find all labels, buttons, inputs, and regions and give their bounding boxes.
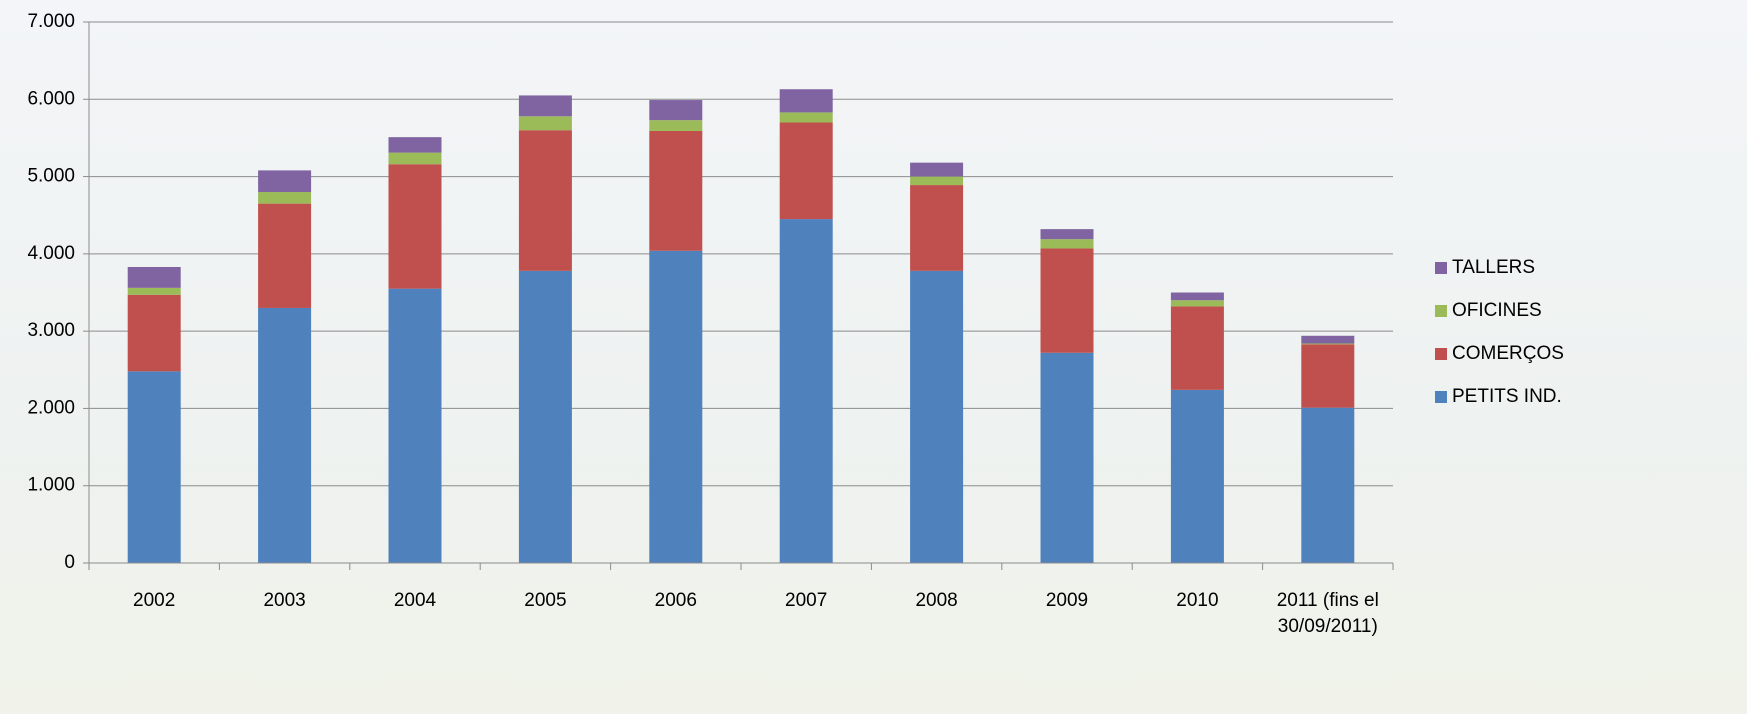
bar-segment xyxy=(649,130,703,251)
y-tick-label: 0 xyxy=(64,552,75,573)
bar-segment xyxy=(388,152,442,165)
bar-segment xyxy=(1040,352,1094,563)
bar-segment xyxy=(518,116,572,131)
bar-segment xyxy=(1301,407,1355,563)
bar-segment xyxy=(127,287,181,295)
bar-segment xyxy=(779,122,833,220)
y-tick-label: 7.000 xyxy=(27,11,75,32)
bar-segment xyxy=(1040,239,1094,249)
x-tick-label: 2009 xyxy=(1045,590,1089,611)
y-tick-label: 4.000 xyxy=(27,243,75,264)
legend-label: PETITS IND. xyxy=(1452,386,1562,407)
bar-segment xyxy=(649,100,703,121)
legend-label: COMERÇOS xyxy=(1452,343,1564,364)
bar-segment xyxy=(649,120,703,131)
bar-segment xyxy=(258,307,312,563)
bar-segment xyxy=(388,288,442,563)
bar-segment xyxy=(127,371,181,563)
bar-segment xyxy=(518,95,572,117)
bar-segment xyxy=(258,170,312,193)
y-tick-label: 2.000 xyxy=(27,397,75,418)
bar-segment xyxy=(910,176,964,186)
bar-segment xyxy=(1170,292,1224,301)
legend-swatch xyxy=(1435,391,1447,403)
bar-segment xyxy=(518,130,572,271)
bar-segment xyxy=(1301,343,1355,345)
bar-segment xyxy=(910,270,964,563)
bar-segment xyxy=(127,294,181,372)
bar-segment xyxy=(779,112,833,123)
bar-segment xyxy=(388,137,442,153)
y-tick-label: 1.000 xyxy=(27,475,75,496)
legend-swatch xyxy=(1435,348,1447,360)
bar-segment xyxy=(1301,335,1355,344)
legend-label: TALLERS xyxy=(1452,257,1535,278)
bar-segment xyxy=(1040,229,1094,240)
x-tick-label: 2010 xyxy=(1176,590,1219,611)
x-tick-label: 2007 xyxy=(785,590,828,611)
legend-label: OFICINES xyxy=(1452,300,1542,321)
x-tick-label: 2004 xyxy=(393,590,437,611)
legend-swatch xyxy=(1435,305,1447,317)
y-tick-label: 6.000 xyxy=(27,88,75,109)
bar-segment xyxy=(1170,306,1224,390)
bar-segment xyxy=(127,266,181,288)
y-tick-label: 3.000 xyxy=(27,320,75,341)
bar-segment xyxy=(388,164,442,289)
x-tick-label: 2011 (fins el 30/09/2011) xyxy=(1276,590,1379,637)
x-tick-label: 2002 xyxy=(133,590,176,611)
x-tick-label: 2005 xyxy=(524,590,567,611)
bar-segment xyxy=(1301,344,1355,408)
bar-segment xyxy=(779,89,833,113)
x-tick-label: 2008 xyxy=(915,590,958,611)
x-tick-label: 2003 xyxy=(263,590,306,611)
bar-segment xyxy=(1040,248,1094,353)
bar-segment xyxy=(910,162,964,177)
bar-segment xyxy=(258,203,312,308)
legend-swatch xyxy=(1435,262,1447,274)
bar-segment xyxy=(518,270,572,563)
bar-segment xyxy=(1170,300,1224,307)
bar-segment xyxy=(1170,389,1224,563)
bar-segment xyxy=(649,250,703,563)
y-tick-label: 5.000 xyxy=(27,166,75,187)
bar-segment xyxy=(910,185,964,271)
bar-segment xyxy=(258,192,312,204)
bar-segment xyxy=(779,219,833,564)
x-tick-label: 2006 xyxy=(654,590,697,611)
